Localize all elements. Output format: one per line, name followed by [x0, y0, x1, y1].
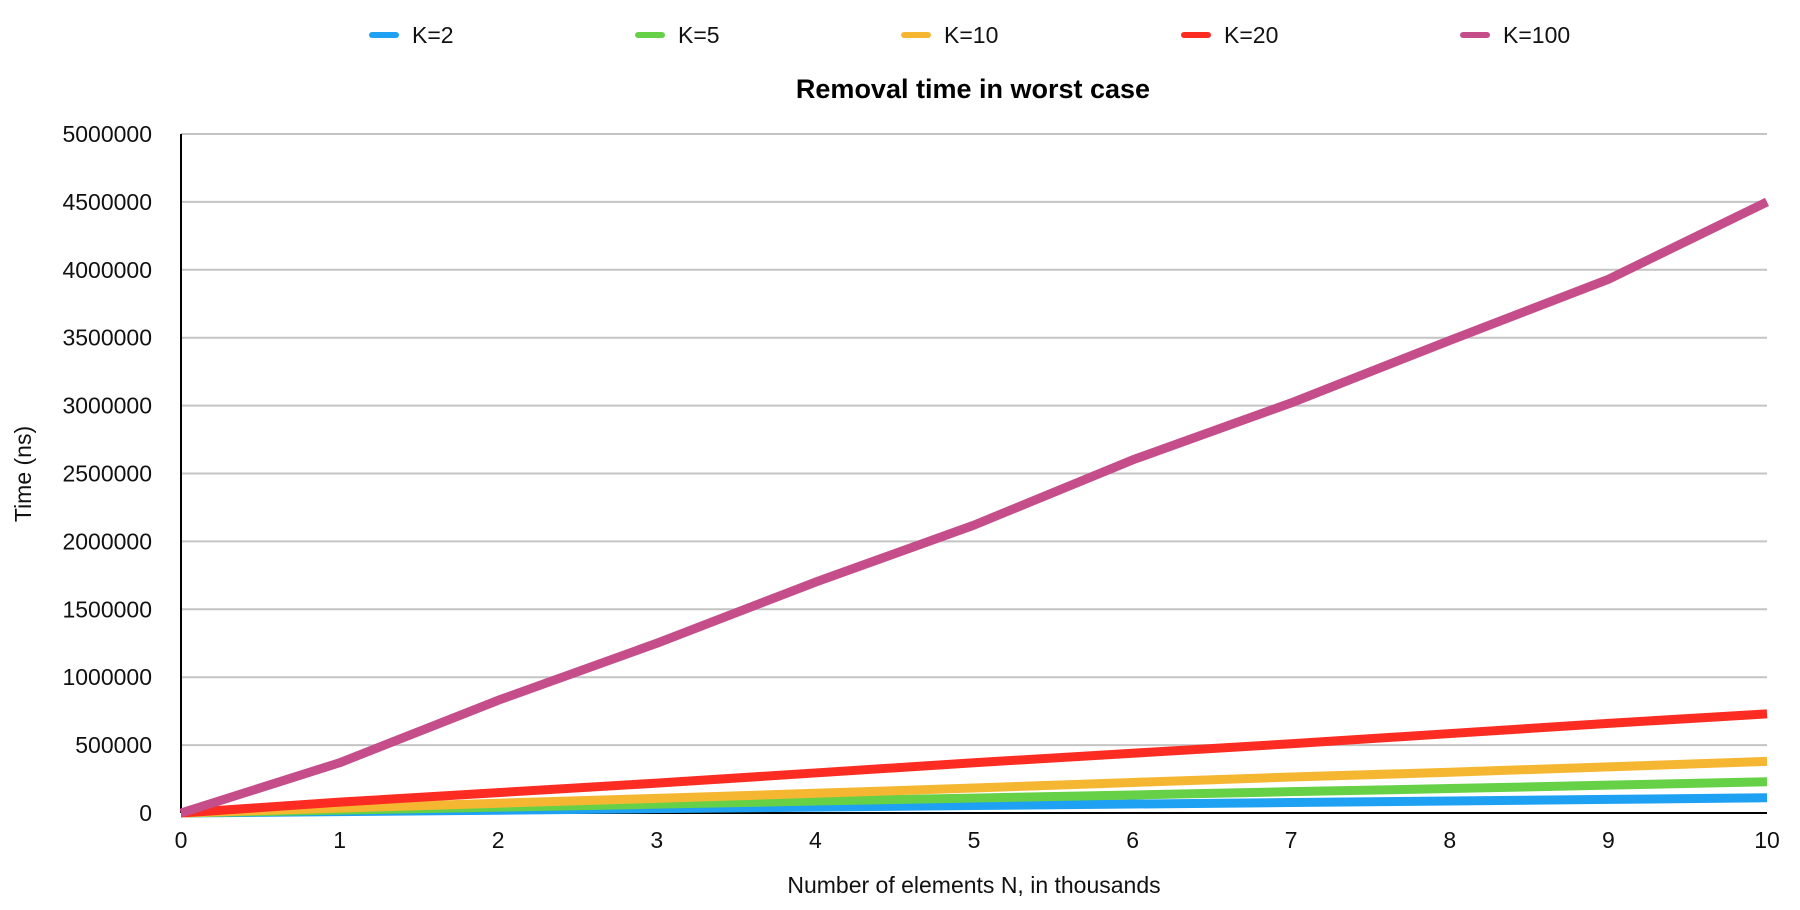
- y-tick-label: 2500000: [62, 461, 152, 487]
- x-tick-label: 9: [1602, 827, 1615, 853]
- legend-label: K=10: [944, 22, 998, 48]
- legend-label: K=100: [1503, 22, 1570, 48]
- x-axis-title: Number of elements N, in thousands: [787, 872, 1160, 898]
- series-line-k100: [179, 197, 1769, 818]
- x-tick-label: 1: [333, 827, 346, 853]
- x-tick-label: 6: [1126, 827, 1139, 853]
- x-tick-label: 2: [492, 827, 505, 853]
- x-tick-label: 5: [968, 827, 981, 853]
- y-tick-label: 0: [139, 800, 152, 826]
- x-axis-ticks: 0 1 2 3 4 5 6 7 8 9 10: [175, 827, 1780, 853]
- legend: K=2 K=5 K=10 K=20 K=100: [369, 22, 1570, 48]
- legend-label: K=5: [678, 22, 720, 48]
- chart-title: Removal time in worst case: [796, 74, 1150, 104]
- y-tick-label: 3500000: [62, 325, 152, 351]
- y-tick-label: 500000: [75, 732, 152, 758]
- series-lines: [179, 197, 1769, 818]
- legend-label: K=20: [1224, 22, 1278, 48]
- y-tick-label: 1500000: [62, 596, 152, 622]
- legend-label: K=2: [412, 22, 454, 48]
- y-tick-label: 1000000: [62, 664, 152, 690]
- x-tick-label: 10: [1754, 827, 1780, 853]
- x-tick-label: 7: [1285, 827, 1298, 853]
- x-tick-label: 8: [1443, 827, 1456, 853]
- y-tick-label: 5000000: [62, 121, 152, 147]
- y-tick-label: 3000000: [62, 393, 152, 419]
- y-axis-ticks: 0 500000 1000000 1500000 2000000 2500000 30000…: [62, 121, 152, 826]
- x-tick-label: 0: [175, 827, 188, 853]
- series-line-k10: [180, 756, 1768, 818]
- y-tick-label: 4000000: [62, 257, 152, 283]
- x-tick-label: 4: [809, 827, 822, 853]
- series-line-k20: [180, 709, 1768, 818]
- gridlines: [181, 133, 1767, 747]
- y-axis-title: Time (ns): [10, 426, 36, 522]
- y-tick-label: 2000000: [62, 528, 152, 554]
- x-tick-label: 3: [650, 827, 663, 853]
- y-tick-label: 4500000: [62, 189, 152, 215]
